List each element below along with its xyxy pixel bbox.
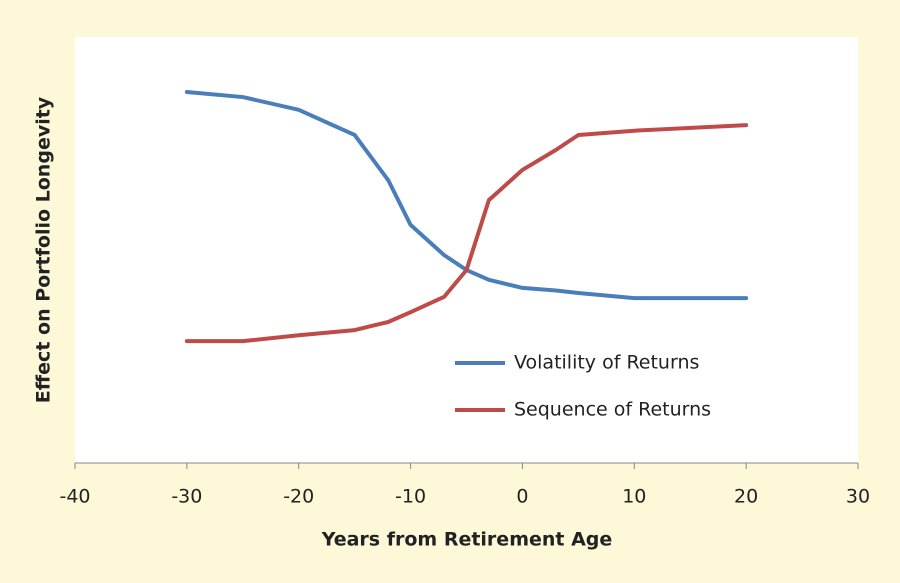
- x-tick-label: 30: [846, 486, 870, 508]
- x-tick-label: -20: [283, 486, 314, 508]
- y-axis-label: Effect on Portfolio Longevity: [33, 96, 55, 403]
- x-tick-label: 20: [734, 486, 758, 508]
- x-tick-label: 10: [622, 486, 646, 508]
- legend-label: Volatility of Returns: [514, 352, 699, 374]
- x-tick-label: -30: [171, 486, 202, 508]
- x-axis-label: Years from Retirement Age: [321, 529, 613, 551]
- x-tick-label: 0: [516, 486, 528, 508]
- legend-label: Sequence of Returns: [514, 399, 711, 421]
- x-tick-label: -40: [59, 486, 90, 508]
- series-line: [184, 123, 749, 344]
- x-tick-label: -10: [395, 486, 426, 508]
- plot-area: [75, 37, 858, 463]
- series-line: [184, 89, 749, 301]
